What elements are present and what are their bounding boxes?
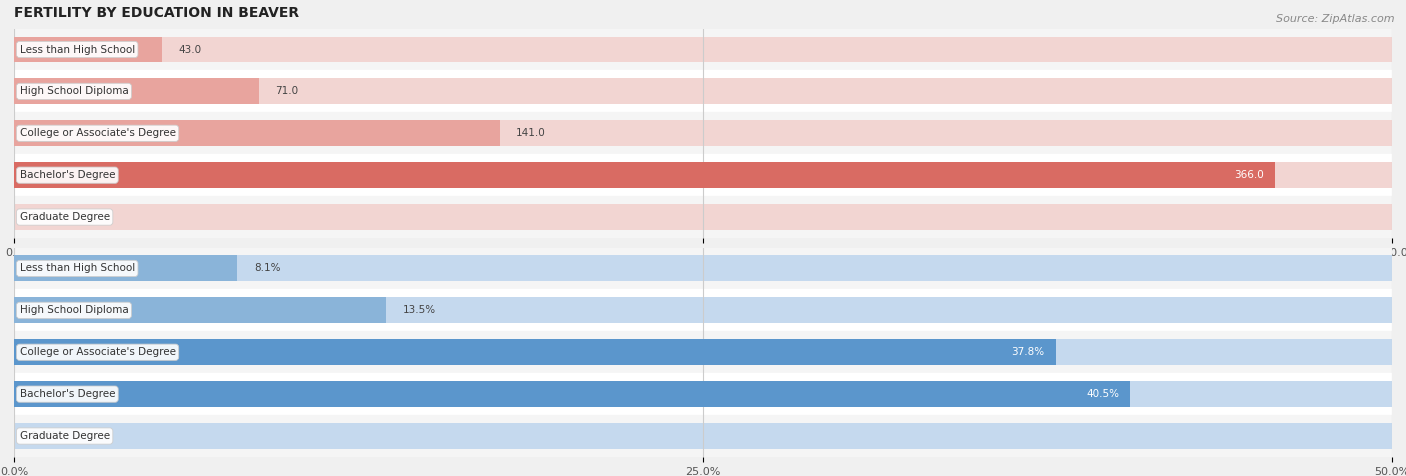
Bar [14,256,238,281]
Bar [14,79,259,104]
Text: 8.1%: 8.1% [254,263,280,274]
Text: High School Diploma: High School Diploma [20,86,128,97]
Text: 13.5%: 13.5% [402,305,436,316]
Text: Less than High School: Less than High School [20,44,135,55]
Bar [14,289,1392,331]
Text: College or Associate's Degree: College or Associate's Degree [20,128,176,139]
Text: High School Diploma: High School Diploma [20,305,128,316]
Bar [14,162,1392,188]
Bar [14,298,387,323]
Text: 0.0%: 0.0% [31,431,56,441]
Bar [14,373,1392,415]
Text: Less than High School: Less than High School [20,263,135,274]
Bar [14,112,1392,154]
Text: Graduate Degree: Graduate Degree [20,431,110,441]
Bar [14,196,1392,238]
Bar [14,339,1392,365]
Text: FERTILITY BY EDUCATION IN BEAVER: FERTILITY BY EDUCATION IN BEAVER [14,7,299,20]
Bar [14,37,1392,62]
Bar [14,331,1392,373]
Bar [14,162,1275,188]
Bar [14,120,499,146]
Bar [14,79,1392,104]
Bar [14,120,1392,146]
Text: Source: ZipAtlas.com: Source: ZipAtlas.com [1277,14,1395,24]
Text: 0.0: 0.0 [31,212,46,222]
Bar [14,423,1392,449]
Text: Bachelor's Degree: Bachelor's Degree [20,389,115,399]
Text: 141.0: 141.0 [516,128,546,139]
Bar [14,256,1392,281]
Bar [14,248,1392,289]
Text: 37.8%: 37.8% [1011,347,1045,357]
Bar [14,29,1392,70]
Text: Graduate Degree: Graduate Degree [20,212,110,222]
Text: College or Associate's Degree: College or Associate's Degree [20,347,176,357]
Bar [14,37,162,62]
Bar [14,381,1392,407]
Bar [14,381,1130,407]
Text: 40.5%: 40.5% [1085,389,1119,399]
Bar [14,415,1392,457]
Bar [14,154,1392,196]
Bar [14,204,1392,230]
Bar [14,298,1392,323]
Bar [14,339,1056,365]
Text: 366.0: 366.0 [1234,170,1264,180]
Text: Bachelor's Degree: Bachelor's Degree [20,170,115,180]
Bar [14,70,1392,112]
Text: 43.0: 43.0 [179,44,202,55]
Text: 71.0: 71.0 [276,86,298,97]
